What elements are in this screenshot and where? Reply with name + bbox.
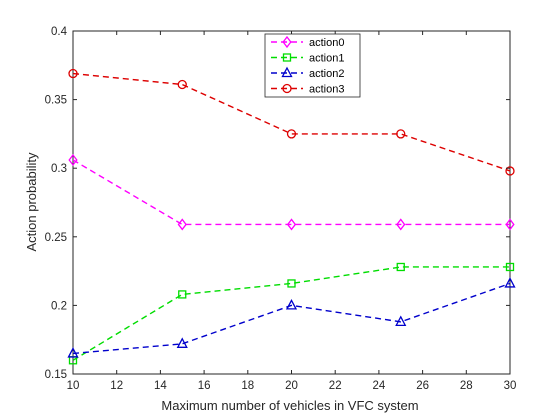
series-action1 — [68, 262, 515, 365]
data-point — [68, 153, 78, 167]
legend-label: action2 — [309, 68, 344, 80]
y-tick-label: 0.3 — [51, 163, 67, 175]
series-action3 — [68, 68, 515, 176]
legend-entry: action2 — [271, 66, 344, 80]
x-tick-label: 16 — [198, 380, 211, 392]
x-axis-label: Maximum number of vehicles in VFC system — [161, 398, 418, 413]
legend-entry: action0 — [271, 35, 344, 49]
data-point — [396, 218, 406, 231]
data-point — [176, 337, 188, 348]
data-point — [286, 218, 297, 231]
y-tick-label: 0.15 — [45, 369, 67, 381]
x-tick-label: 28 — [460, 380, 473, 392]
data-point — [505, 166, 515, 176]
legend: action0 action1 action2 action3 — [264, 33, 361, 98]
data-point — [505, 262, 515, 272]
data-point — [504, 277, 516, 288]
legend-box — [264, 33, 361, 98]
x-tick-label: 12 — [110, 380, 123, 392]
y-tick-label: 0.25 — [45, 232, 67, 244]
data-point — [178, 290, 187, 299]
legend-marker — [281, 66, 293, 78]
data-point — [177, 79, 187, 90]
data-point — [396, 129, 406, 139]
legend-entry: action1 — [271, 53, 344, 65]
series-layer — [67, 68, 516, 365]
data-point — [396, 262, 405, 272]
legend-marker — [282, 53, 292, 62]
data-point — [287, 279, 296, 288]
series-line — [72, 159, 510, 226]
x-tick-label: 18 — [241, 380, 254, 392]
legend-label: action0 — [309, 37, 344, 49]
legend-marker — [282, 35, 292, 49]
data-point — [67, 347, 79, 358]
y-tick-label: 0.4 — [51, 26, 68, 38]
y-tick-label: 0.35 — [45, 95, 67, 107]
y-tick-label: 0.2 — [51, 300, 67, 312]
x-tick-label: 22 — [329, 380, 342, 392]
legend-marker — [282, 83, 292, 94]
data-point — [395, 315, 407, 327]
series-action0 — [68, 153, 515, 231]
tick-layer: 10 12 14 16 18 20 22 24 26 28 30 0.15 0.2 0.25 0.3 0.35… — [45, 26, 517, 392]
series-line — [72, 72, 511, 172]
series-action2 — [67, 277, 516, 358]
x-tick-label: 14 — [154, 380, 167, 392]
x-tick-label: 10 — [67, 380, 80, 392]
series-line — [72, 282, 511, 355]
legend-entry: action3 — [271, 84, 344, 96]
data-point — [286, 129, 297, 139]
legend-label: action3 — [309, 84, 344, 96]
data-point — [505, 218, 515, 231]
legend-label: action1 — [309, 53, 344, 65]
x-tick-label: 26 — [416, 380, 429, 392]
x-tick-label: 20 — [285, 380, 298, 392]
data-point — [285, 299, 298, 310]
data-point — [177, 218, 187, 231]
series-line — [72, 266, 510, 361]
y-axis-label: Action probability — [24, 152, 39, 251]
x-tick-label: 30 — [504, 380, 517, 392]
x-tick-label: 24 — [373, 380, 386, 392]
data-point — [68, 68, 78, 79]
